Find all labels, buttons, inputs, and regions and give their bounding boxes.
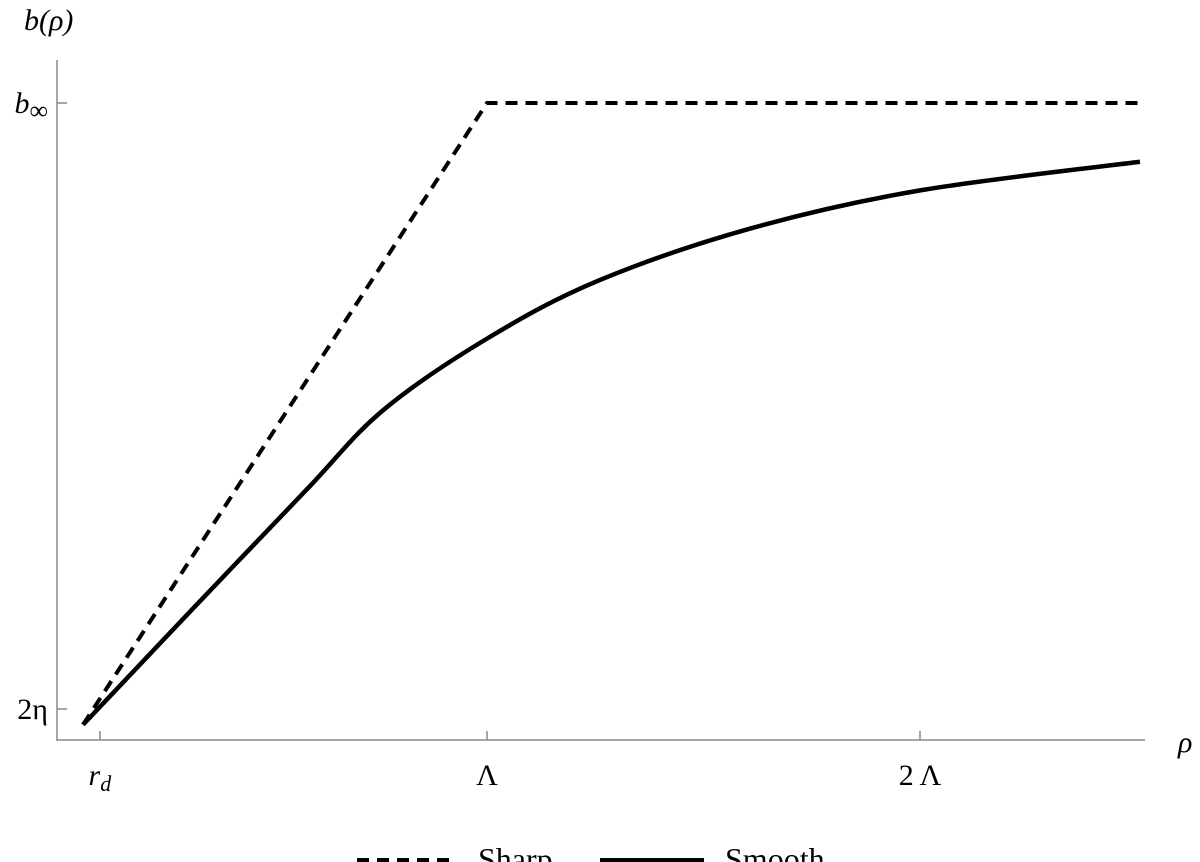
- series-line-smooth: [81, 159, 1141, 727]
- x-axis-label: ρ: [1177, 726, 1192, 759]
- y-tick-label: 2η: [17, 693, 48, 726]
- legend-label-smooth: Smooth: [725, 841, 825, 862]
- x-tick-label: rd: [89, 759, 113, 796]
- x-tick-label: 2 Λ: [899, 759, 942, 792]
- x-tick-label: Λ: [476, 759, 498, 792]
- legend-label-sharp: Sharp: [478, 841, 553, 862]
- y-axis-label: b(ρ): [24, 4, 73, 37]
- y-tick-label: b∞: [14, 87, 48, 125]
- series-line-sharp: [81, 101, 1140, 726]
- legend: Sharp Smooth: [357, 841, 825, 862]
